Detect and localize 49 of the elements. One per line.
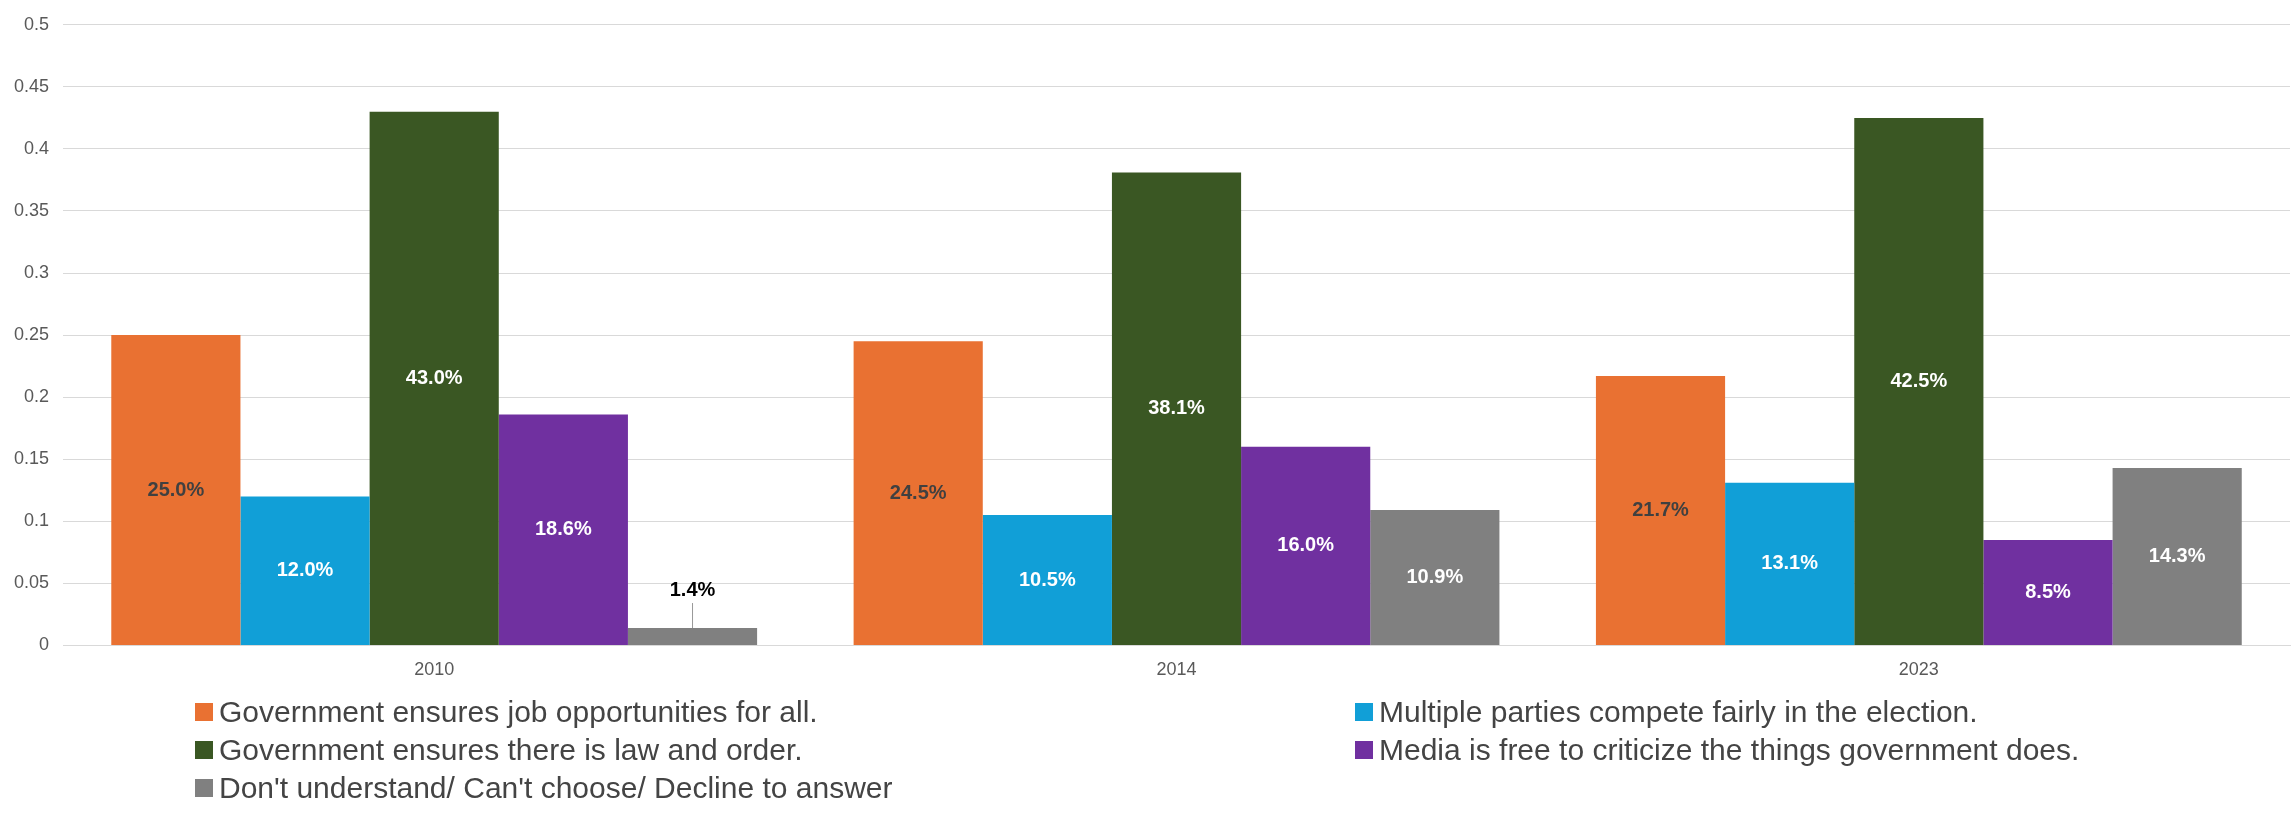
- data-label: 12.0%: [276, 558, 334, 581]
- data-label: 25.0%: [147, 477, 205, 500]
- x-tick-label: 2023: [1898, 659, 1939, 680]
- bar: [1595, 376, 1726, 645]
- bar: [240, 496, 370, 645]
- x-tick-label: 2014: [1156, 659, 1197, 680]
- data-label: 10.9%: [1406, 565, 1464, 588]
- legend-label: Don't understand/ Can't choose/ Decline to answer: [218, 771, 894, 805]
- x-tick-label: 2010: [414, 659, 455, 680]
- y-tick-label: 0.2: [24, 386, 50, 407]
- y-tick-label: 0.3: [24, 262, 50, 283]
- legend-label: Government ensures job opportunities for all.: [218, 695, 819, 729]
- bar: [982, 515, 1112, 645]
- data-label: 8.5%: [2025, 579, 2072, 602]
- data-label: 14.3%: [2148, 543, 2206, 566]
- legend-label: Media is free to criticize the things government does.: [1378, 733, 2081, 767]
- bar: [2112, 467, 2242, 645]
- y-tick-label: 0.35: [13, 199, 50, 220]
- y-tick-label: 0.5: [24, 13, 50, 34]
- bar: [1725, 482, 1855, 645]
- y-tick-label: 0.05: [13, 572, 50, 593]
- y-tick-label: 0.45: [13, 75, 50, 96]
- y-tick-label: 0.15: [13, 448, 50, 469]
- data-label: 1.4%: [669, 577, 716, 600]
- data-label: 43.0%: [405, 365, 463, 388]
- bar: [498, 414, 628, 645]
- data-label: 38.1%: [1148, 396, 1206, 419]
- bar: [627, 628, 758, 645]
- bar: [1370, 510, 1500, 645]
- y-tick-label: 0.25: [13, 324, 50, 345]
- data-label: 16.0%: [1277, 533, 1335, 556]
- y-tick-label: 0: [39, 634, 50, 655]
- bar: [853, 341, 983, 645]
- bar: [369, 111, 499, 645]
- data-label: 21.7%: [1632, 498, 1690, 520]
- data-label: 10.5%: [1018, 567, 1076, 590]
- data-label: 42.5%: [1890, 368, 1948, 391]
- bar: [1111, 172, 1242, 645]
- legend-label: Government ensures there is law and order.: [218, 733, 804, 767]
- data-label: 13.1%: [1761, 551, 1819, 574]
- data-label: 24.5%: [889, 480, 947, 503]
- bar: [1241, 446, 1371, 645]
- y-tick-label: 0.1: [24, 510, 50, 531]
- bar: [111, 335, 241, 645]
- legend-label: Multiple parties compete fairly in the election.: [1378, 695, 1979, 729]
- y-tick-label: 0.4: [24, 137, 50, 158]
- bar: [1983, 539, 2113, 645]
- data-label: 18.6%: [535, 517, 592, 540]
- bar: [1854, 117, 1984, 645]
